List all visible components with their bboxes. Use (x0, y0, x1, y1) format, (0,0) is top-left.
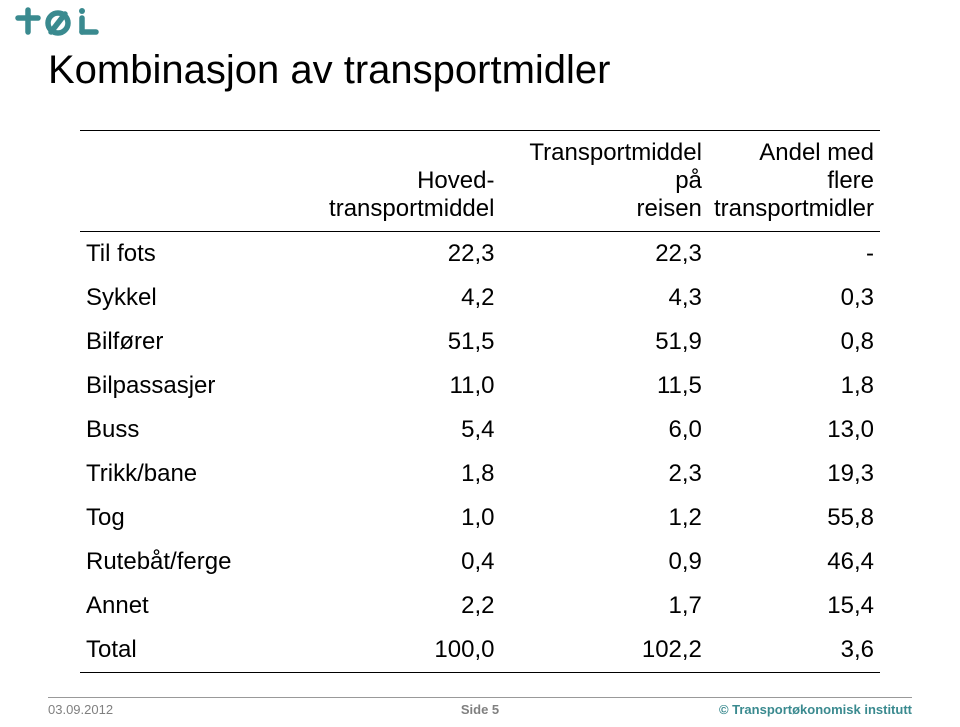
slide-title: Kombinasjon av transportmidler (48, 48, 610, 93)
table-cell: Til fots (80, 232, 303, 277)
col-header-3: Andel med fleretransportmidler (708, 131, 880, 232)
data-table-container: Hoved-transportmiddel Transportmiddel på… (80, 130, 880, 673)
table-cell: 13,0 (708, 408, 880, 452)
table-cell: 2,2 (303, 584, 501, 628)
table-cell: 4,3 (500, 276, 707, 320)
table-cell: 0,4 (303, 540, 501, 584)
col-header-2: Transportmiddel påreisen (500, 131, 707, 232)
table-cell: 51,9 (500, 320, 707, 364)
table-cell: Sykkel (80, 276, 303, 320)
transport-table: Hoved-transportmiddel Transportmiddel på… (80, 130, 880, 673)
table-row: Rutebåt/ferge0,40,946,4 (80, 540, 880, 584)
table-cell: 1,0 (303, 496, 501, 540)
table-cell: Tog (80, 496, 303, 540)
table-row: Bilpassasjer11,011,51,8 (80, 364, 880, 408)
table-cell: 1,8 (708, 364, 880, 408)
table-cell: 0,9 (500, 540, 707, 584)
table-cell: 3,6 (708, 628, 880, 673)
table-cell: 0,3 (708, 276, 880, 320)
table-cell: Total (80, 628, 303, 673)
table-row: Buss5,46,013,0 (80, 408, 880, 452)
table-header-row: Hoved-transportmiddel Transportmiddel på… (80, 131, 880, 232)
table-cell: 1,2 (500, 496, 707, 540)
col-header-0 (80, 131, 303, 232)
table-cell: 51,5 (303, 320, 501, 364)
table-cell: 55,8 (708, 496, 880, 540)
table-cell: 22,3 (303, 232, 501, 277)
table-row: Til fots22,322,3- (80, 232, 880, 277)
table-row: Sykkel4,24,30,3 (80, 276, 880, 320)
table-cell: 4,2 (303, 276, 501, 320)
footer-date: 03.09.2012 (48, 702, 113, 717)
table-row: Total100,0102,23,6 (80, 628, 880, 673)
table-cell: 15,4 (708, 584, 880, 628)
footer-page: Side 5 (461, 702, 499, 717)
table-cell: 1,7 (500, 584, 707, 628)
table-cell: Buss (80, 408, 303, 452)
table-row: Annet2,21,715,4 (80, 584, 880, 628)
slide-footer: 03.09.2012 Side 5 © Transportøkonomisk i… (48, 697, 912, 717)
table-cell: 11,0 (303, 364, 501, 408)
table-row: Trikk/bane1,82,319,3 (80, 452, 880, 496)
table-row: Tog1,01,255,8 (80, 496, 880, 540)
col-header-1: Hoved-transportmiddel (303, 131, 501, 232)
table-cell: Annet (80, 584, 303, 628)
table-cell: 46,4 (708, 540, 880, 584)
table-cell: Bilfører (80, 320, 303, 364)
table-cell: 100,0 (303, 628, 501, 673)
table-row: Bilfører51,551,90,8 (80, 320, 880, 364)
table-cell: 102,2 (500, 628, 707, 673)
table-cell: 22,3 (500, 232, 707, 277)
table-cell: 2,3 (500, 452, 707, 496)
table-cell: Bilpassasjer (80, 364, 303, 408)
table-cell: Rutebåt/ferge (80, 540, 303, 584)
table-cell: 5,4 (303, 408, 501, 452)
table-cell: 11,5 (500, 364, 707, 408)
footer-copyright: © Transportøkonomisk institutt (719, 702, 912, 717)
toi-logo (14, 6, 104, 36)
table-cell: 6,0 (500, 408, 707, 452)
table-cell: 19,3 (708, 452, 880, 496)
table-cell: Trikk/bane (80, 452, 303, 496)
table-cell: 0,8 (708, 320, 880, 364)
table-cell: - (708, 232, 880, 277)
table-cell: 1,8 (303, 452, 501, 496)
table-body: Til fots22,322,3-Sykkel4,24,30,3Bilfører… (80, 232, 880, 673)
